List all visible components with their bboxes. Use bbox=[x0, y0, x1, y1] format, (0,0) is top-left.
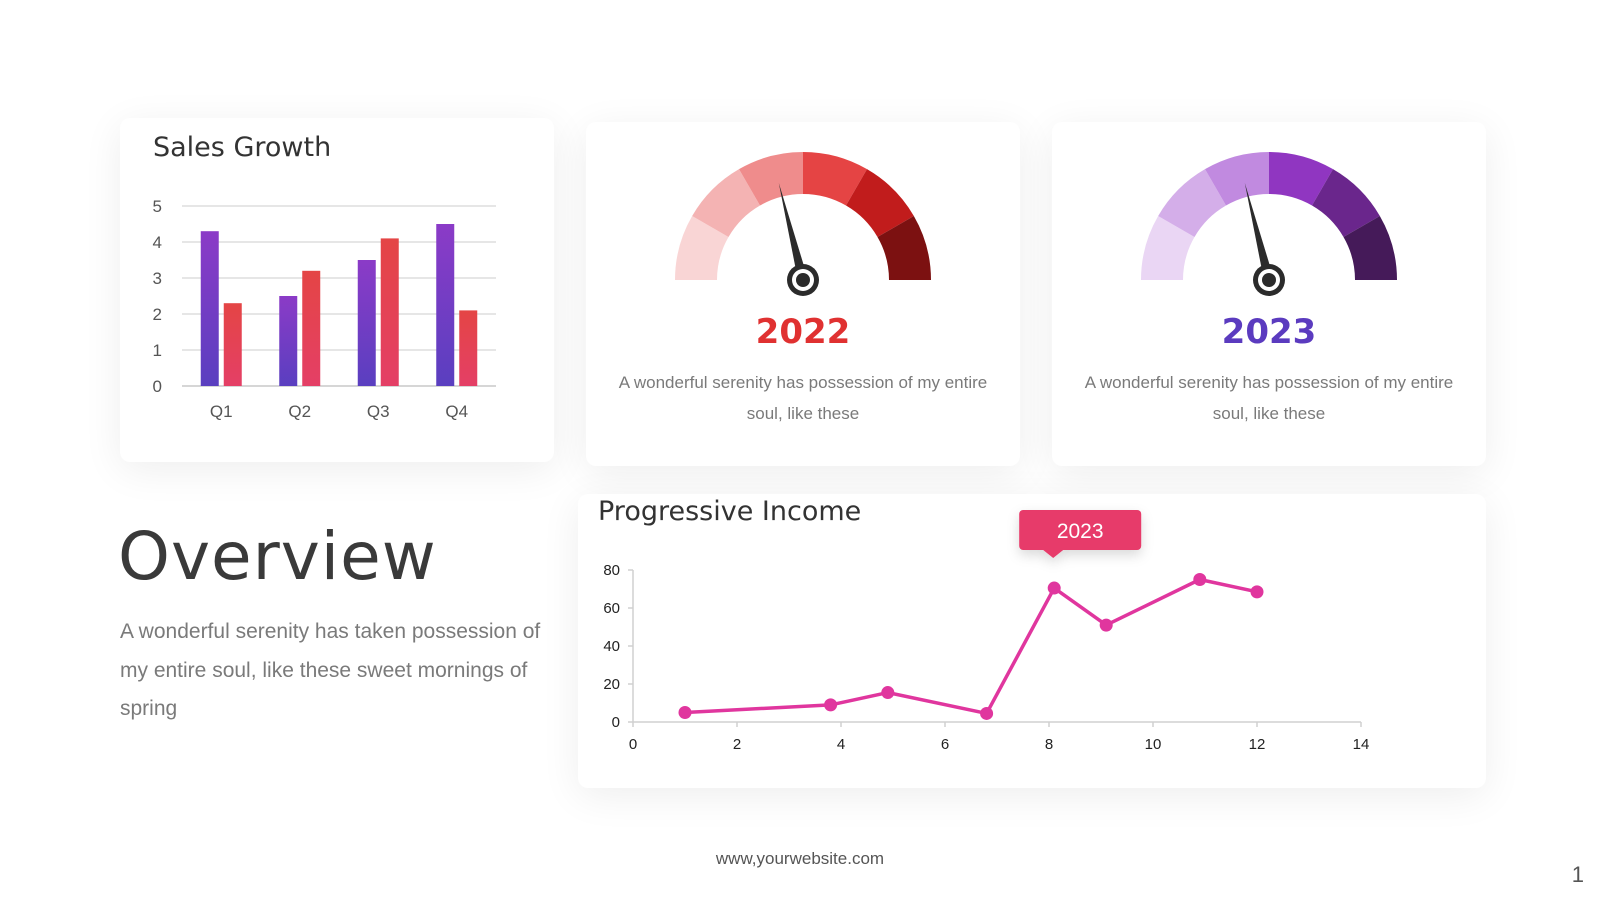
line-y-tick-label: 40 bbox=[603, 638, 620, 655]
line-x-tick-label: 2 bbox=[733, 736, 741, 753]
income-point bbox=[1193, 573, 1207, 586]
income-point bbox=[678, 706, 692, 719]
gauge-segment bbox=[739, 152, 803, 206]
bar-q1-series-2 bbox=[223, 303, 242, 386]
line-x-tick-label: 8 bbox=[1045, 736, 1053, 753]
sales-growth-chart: 0 1 2 3 4 5 Q1 Q2 Q3 Q4 bbox=[153, 197, 496, 421]
gauge-2022 bbox=[675, 152, 931, 296]
gauge-year-2022: 2022 bbox=[755, 312, 851, 352]
gauge-needle-hub-center bbox=[1262, 273, 1276, 287]
line-y-tick-label: 20 bbox=[603, 676, 620, 693]
line-x-tick-label: 0 bbox=[629, 736, 637, 753]
gauge-segment bbox=[877, 216, 931, 280]
sales-growth-card: Sales Growth 0 1 2 3 4 5 Q1 Q2 Q3 Q4 bbox=[120, 118, 554, 462]
bar-q3-series-1 bbox=[357, 260, 376, 386]
bar-y-tick-label: 5 bbox=[153, 197, 162, 216]
gauge-card-2023: 2023 A wonderful serenity has possession… bbox=[1052, 122, 1486, 466]
gauge-card-2022: 2022 A wonderful serenity has possession… bbox=[586, 122, 1020, 466]
bar-q2-series-2 bbox=[302, 270, 321, 386]
gauge-segment bbox=[1158, 169, 1226, 237]
line-y-tick-label: 80 bbox=[603, 562, 620, 579]
income-point bbox=[1250, 585, 1264, 599]
line-x-tick-label: 6 bbox=[941, 736, 949, 753]
annotation-label: 2023 bbox=[1057, 520, 1104, 543]
bar-q1-series-1 bbox=[200, 231, 219, 386]
bar-y-tick-label: 4 bbox=[153, 233, 162, 252]
bar-y-tick-label: 1 bbox=[153, 341, 162, 360]
gauge-2023 bbox=[1141, 152, 1397, 296]
page-number: 1 bbox=[1571, 862, 1584, 887]
income-point bbox=[1099, 618, 1113, 632]
bar-y-tick-label: 2 bbox=[153, 305, 162, 324]
bar-y-tick-label: 0 bbox=[153, 377, 162, 396]
line-x-tick-label: 14 bbox=[1353, 736, 1370, 753]
bar-x-tick-label: Q2 bbox=[288, 402, 311, 421]
gauge-segment bbox=[692, 169, 760, 237]
gauge-segment bbox=[1312, 169, 1380, 237]
gauge-segment bbox=[846, 169, 914, 237]
bar-x-tick-label: Q4 bbox=[445, 402, 468, 421]
progressive-income-card: Progressive Income 0 20 40 60 80 0 2 4 6 8 10 12 14 2… bbox=[578, 494, 1486, 788]
bar-q4-series-1 bbox=[436, 224, 455, 386]
income-point bbox=[881, 686, 895, 700]
line-x-tick-label: 10 bbox=[1145, 736, 1162, 753]
sales-growth-title: Sales Growth bbox=[153, 132, 332, 163]
gauge-description-2023: A wonderful serenity has possession of m… bbox=[1084, 373, 1454, 423]
progressive-income-title: Progressive Income bbox=[598, 496, 862, 527]
gauge-year-2023: 2023 bbox=[1221, 312, 1317, 352]
gauge-segment bbox=[1343, 216, 1397, 280]
line-y-tick-label: 60 bbox=[603, 600, 620, 617]
overview-title: Overview bbox=[118, 518, 437, 595]
gauge-needle bbox=[1244, 182, 1274, 282]
gauge-segment bbox=[803, 152, 867, 206]
gauge-needle-hub-center bbox=[796, 273, 810, 287]
annotation-pointer bbox=[1043, 550, 1064, 558]
line-x-tick-label: 4 bbox=[837, 736, 845, 753]
gauge-segment bbox=[1205, 152, 1269, 206]
income-point bbox=[980, 706, 994, 720]
bar-q3-series-2 bbox=[380, 238, 399, 386]
gauge-segment bbox=[1141, 216, 1195, 280]
bar-q2-series-1 bbox=[279, 296, 298, 386]
gauge-description-2022: A wonderful serenity has possession of m… bbox=[618, 373, 988, 423]
progressive-income-chart: 0 20 40 60 80 0 2 4 6 8 10 12 14 2023 bbox=[603, 510, 1370, 753]
income-point bbox=[1047, 581, 1061, 595]
bar-x-tick-label: Q1 bbox=[210, 402, 233, 421]
bar-q4-series-2 bbox=[459, 310, 478, 386]
gauge-needle bbox=[778, 182, 808, 282]
line-y-tick-label: 0 bbox=[612, 714, 620, 731]
overview-description: A wonderful serenity has taken possessio… bbox=[120, 620, 541, 720]
annotation-callout bbox=[1019, 510, 1142, 558]
income-point bbox=[824, 698, 838, 712]
bar-x-tick-label: Q3 bbox=[367, 402, 390, 421]
annotation-box bbox=[1019, 510, 1142, 550]
website-url[interactable]: www,yourwebsite.com bbox=[715, 849, 885, 868]
income-line bbox=[684, 577, 1258, 716]
gauge-segment bbox=[675, 216, 729, 280]
gauge-segment bbox=[1269, 152, 1333, 206]
bar-y-tick-label: 3 bbox=[153, 269, 162, 288]
line-x-tick-label: 12 bbox=[1249, 736, 1266, 753]
